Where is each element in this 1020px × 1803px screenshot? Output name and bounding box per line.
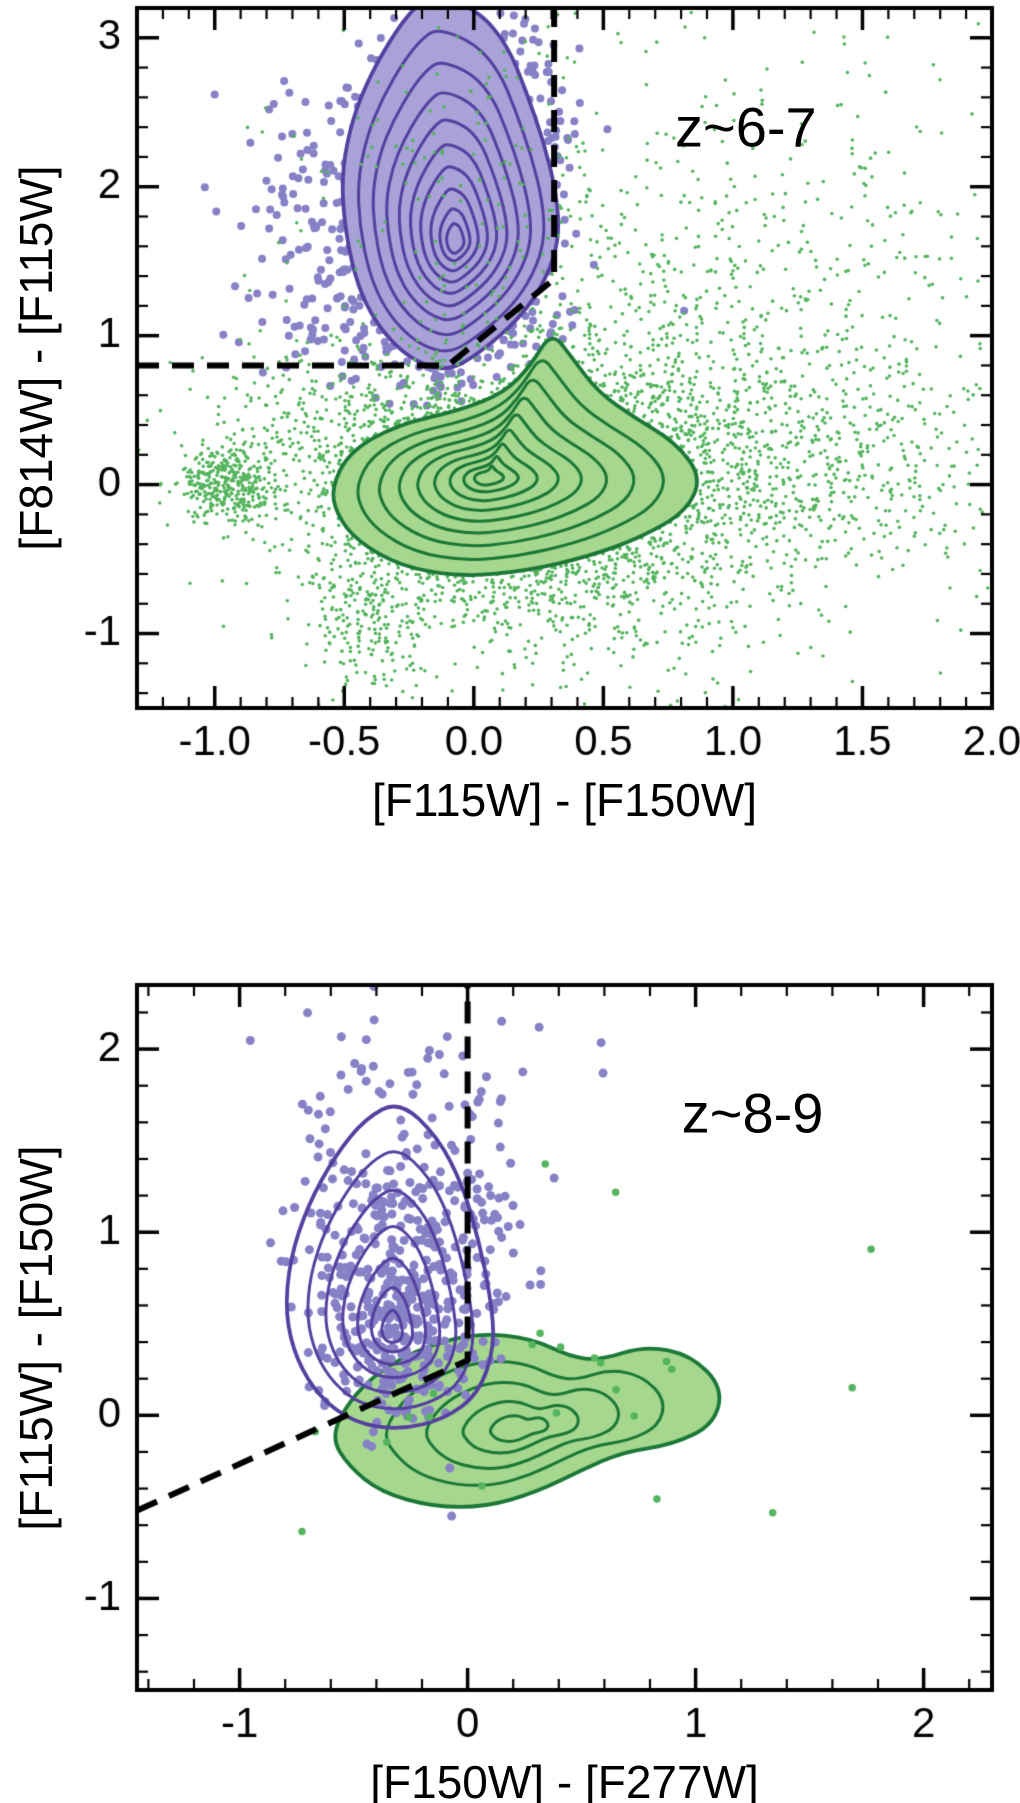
top-yaxis-label: [F814W] - [F115W] bbox=[10, 165, 62, 551]
top-xaxis-label: [F115W] - [F150W] bbox=[371, 774, 758, 826]
bottom-xaxis-label: [F150W] - [F277W] bbox=[370, 1756, 759, 1803]
bottom-yaxis-label: [F115W] - [F150W] bbox=[10, 1144, 62, 1531]
top-redshift-annotation: z~6-7 bbox=[675, 95, 817, 159]
bottom-redshift-annotation: z~8-9 bbox=[681, 1081, 824, 1145]
